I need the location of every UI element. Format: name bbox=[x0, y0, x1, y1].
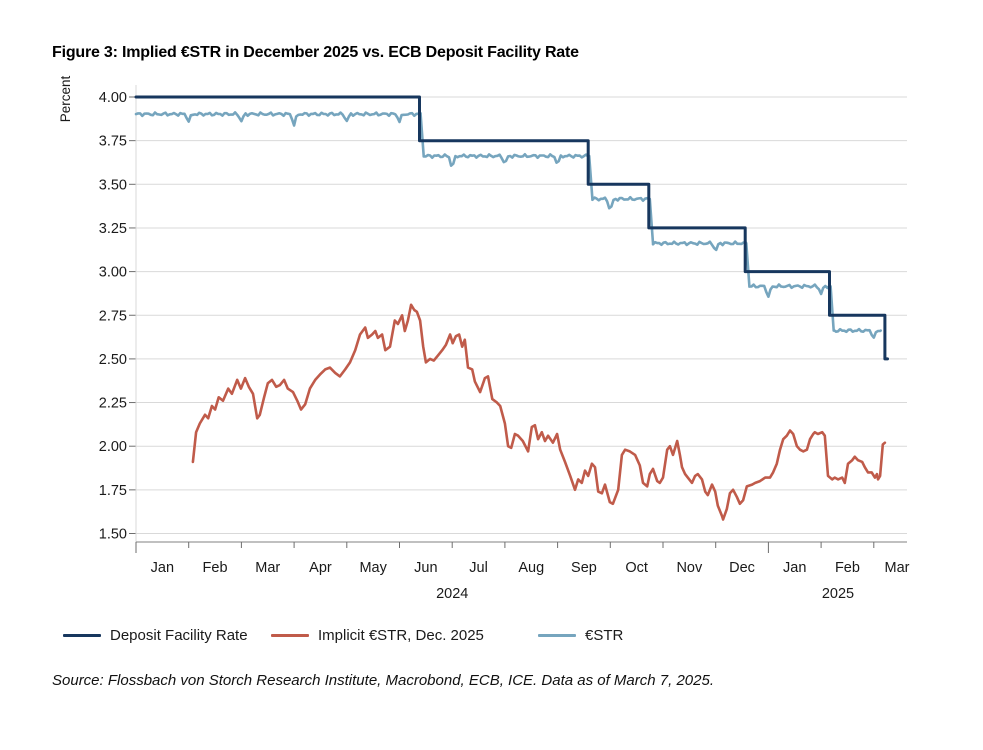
legend-swatch-dfr-line bbox=[63, 634, 101, 637]
x-month-label: Dec bbox=[729, 560, 755, 576]
y-tick-label: 2.25 bbox=[99, 396, 127, 412]
x-month-label: Sep bbox=[571, 560, 597, 576]
legend-item-implicit-estr: Implicit €STR, Dec. 2025 bbox=[271, 627, 484, 644]
y-tick-label: 3.50 bbox=[99, 177, 127, 193]
legend-swatch-implicit-line bbox=[271, 634, 309, 637]
legend-item-estr: €STR bbox=[538, 627, 623, 644]
y-tick-label: 3.75 bbox=[99, 134, 127, 150]
legend-item-deposit-facility-rate: Deposit Facility Rate bbox=[63, 627, 248, 644]
x-year-label: 2025 bbox=[822, 586, 854, 602]
y-tick-label: 1.75 bbox=[99, 483, 127, 499]
x-month-label: Jun bbox=[414, 560, 437, 576]
estr-series-line bbox=[134, 111, 882, 339]
implicit-estr-series-line bbox=[191, 303, 887, 521]
legend-label-implicit: Implicit €STR, Dec. 2025 bbox=[318, 627, 484, 644]
legend-swatch-estr-line bbox=[538, 634, 576, 637]
deposit-facility-rate-series-line bbox=[134, 95, 889, 361]
x-month-label: Jul bbox=[469, 560, 488, 576]
x-month-label: Aug bbox=[518, 560, 544, 576]
y-tick-label: 2.00 bbox=[99, 439, 127, 455]
legend-label-estr: €STR bbox=[585, 627, 624, 644]
x-month-label: Jan bbox=[783, 560, 806, 576]
y-tick-label: 1.50 bbox=[99, 527, 127, 543]
y-tick-label: 2.75 bbox=[99, 308, 127, 324]
y-axis-title: Percent bbox=[58, 75, 73, 122]
x-month-label: Feb bbox=[835, 560, 860, 576]
x-month-label: Oct bbox=[625, 560, 648, 576]
legend-label-dfr: Deposit Facility Rate bbox=[110, 627, 248, 644]
x-month-label: Apr bbox=[309, 560, 332, 576]
x-month-label: Mar bbox=[885, 560, 910, 576]
x-month-label: Mar bbox=[255, 560, 280, 576]
x-year-label: 2024 bbox=[436, 586, 468, 602]
x-month-label: Jan bbox=[151, 560, 174, 576]
x-month-label: Nov bbox=[676, 560, 703, 576]
x-month-label: Feb bbox=[203, 560, 228, 576]
y-tick-label: 3.25 bbox=[99, 221, 127, 237]
y-tick-label: 2.50 bbox=[99, 352, 127, 368]
source-note: Source: Flossbach von Storch Research In… bbox=[52, 672, 714, 689]
y-tick-label: 3.00 bbox=[99, 265, 127, 281]
y-tick-label: 4.00 bbox=[99, 90, 127, 106]
figure-title: Figure 3: Implied €STR in December 2025 … bbox=[52, 44, 579, 61]
x-month-label: May bbox=[359, 560, 387, 576]
